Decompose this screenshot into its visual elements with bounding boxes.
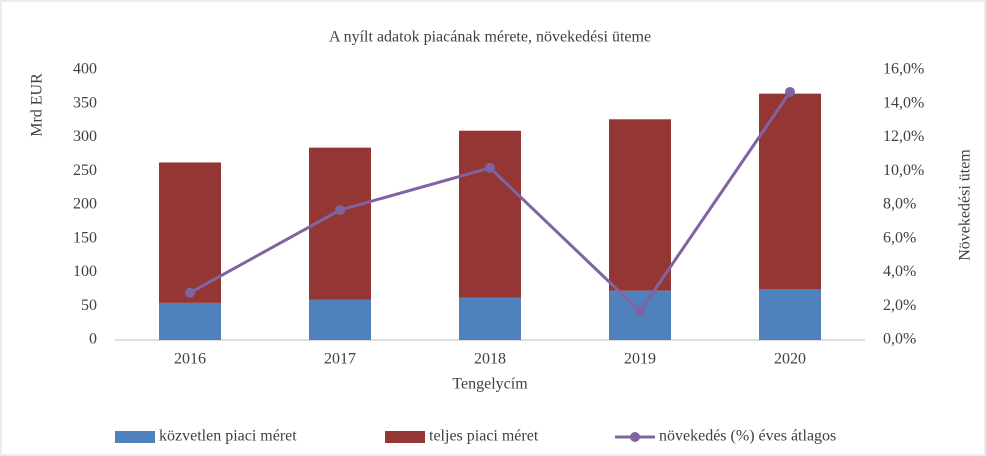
legend-label: teljes piaci méret (429, 428, 539, 445)
bar (309, 299, 371, 340)
y-tick-label: 150 (73, 229, 97, 246)
y2-axis-title: Növekedési ütem (957, 149, 974, 261)
line-marker (635, 306, 645, 317)
y-tick-label: 0 (89, 331, 97, 348)
y2-tick-label: 2,0% (883, 297, 916, 314)
x-tick-label: 2019 (624, 351, 656, 368)
y-tick-label: 200 (73, 196, 97, 213)
y2-tick-label: 8,0% (883, 196, 916, 213)
bar (159, 302, 221, 340)
bar (609, 119, 671, 291)
bar (759, 289, 821, 340)
y-tick-label: 250 (73, 162, 97, 179)
y-tick-label: 350 (73, 94, 97, 111)
line-marker (785, 86, 795, 97)
y-tick-label: 300 (73, 128, 97, 145)
x-axis-title: Tengelycím (452, 376, 528, 393)
y-tick-label: 400 (73, 61, 97, 78)
bar (159, 162, 221, 303)
legend-swatch (385, 431, 425, 443)
chart-title: A nyílt adatok piacának mérete, növekedé… (329, 29, 651, 46)
y2-tick-label: 6,0% (883, 229, 916, 246)
x-tick-label: 2017 (324, 351, 356, 368)
line-marker (485, 162, 495, 173)
line-marker (185, 287, 195, 298)
bar (759, 93, 821, 290)
y2-tick-label: 14,0% (883, 94, 924, 111)
y-tick-label: 50 (81, 297, 97, 314)
x-tick-label: 2020 (774, 351, 806, 368)
y-tick-label: 100 (73, 263, 97, 280)
bar (459, 297, 521, 340)
y2-tick-label: 4,0% (883, 263, 916, 280)
x-tick-label: 2018 (474, 351, 506, 368)
bar (309, 147, 371, 300)
line-marker (335, 205, 345, 216)
legend-label: közvetlen piaci méret (159, 428, 297, 445)
y2-tick-label: 16,0% (883, 61, 924, 78)
legend-swatch (115, 431, 155, 443)
y2-tick-label: 12,0% (883, 128, 924, 145)
y2-tick-label: 10,0% (883, 162, 924, 179)
y-axis-title: Mrd EUR (29, 73, 46, 137)
y2-tick-label: 0,0% (883, 331, 916, 348)
x-tick-label: 2016 (174, 351, 206, 368)
bar (459, 130, 521, 298)
legend-label: növekedés (%) éves átlagos (659, 428, 836, 445)
legend-swatch (630, 432, 640, 442)
